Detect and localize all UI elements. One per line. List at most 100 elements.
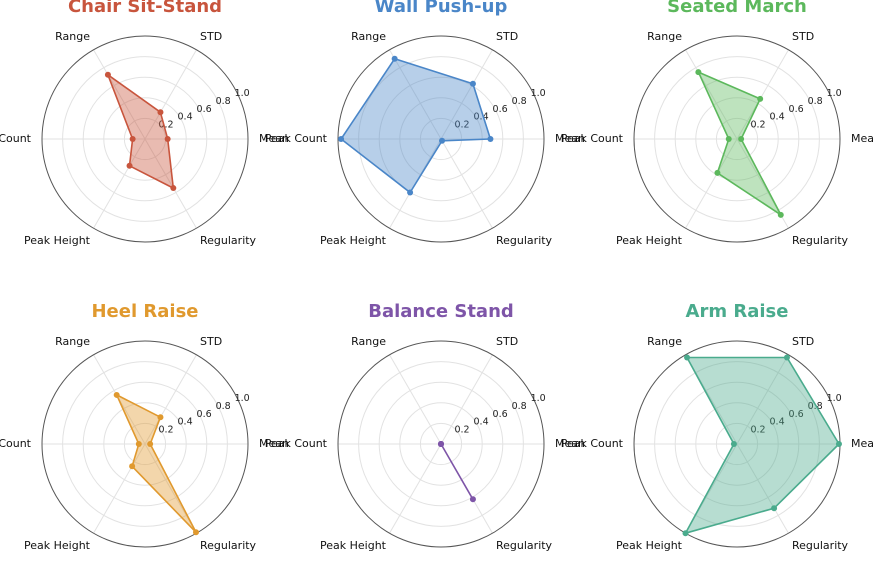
data-point-regularity bbox=[469, 496, 476, 503]
r-tick-label: 0.4 bbox=[770, 417, 785, 428]
series-area-heel-raise bbox=[115, 394, 197, 534]
r-tick-label: 1.0 bbox=[235, 88, 250, 99]
axis-label-std: STD bbox=[496, 335, 518, 348]
chart-title: Heel Raise bbox=[91, 301, 198, 322]
r-tick-label: 0.4 bbox=[474, 417, 489, 428]
data-point-mean bbox=[738, 136, 745, 142]
axis-label-range: Range bbox=[647, 335, 682, 348]
outer-ring bbox=[337, 35, 545, 243]
radar-panel-arm-raise: 0.2 0.4 0.6 0.8 1.0 Mean STD Range Peak Count Pea… bbox=[561, 301, 874, 552]
data-point-range bbox=[695, 69, 702, 76]
axis-label-std: STD bbox=[200, 335, 222, 348]
r-tick-label: 0.2 bbox=[454, 425, 469, 436]
spoke-line bbox=[144, 354, 197, 445]
data-point-std bbox=[757, 95, 764, 102]
axis-label-std: STD bbox=[792, 30, 814, 43]
data-point-range bbox=[684, 354, 691, 361]
spoke-line bbox=[93, 443, 146, 534]
axis-label-range: Range bbox=[647, 30, 682, 43]
axis-label-peak-count: Peak Count bbox=[265, 132, 328, 145]
r-tick-label: 0.2 bbox=[750, 120, 765, 131]
axis-label-peak-height: Peak Height bbox=[24, 234, 91, 247]
axis-label-mean: Mean bbox=[851, 132, 874, 145]
outer-ring bbox=[633, 35, 841, 243]
r-tick-label: 0.6 bbox=[789, 104, 804, 115]
r-tick-label: 0.4 bbox=[770, 112, 785, 123]
chart-title: Seated March bbox=[667, 0, 807, 17]
data-point-mean bbox=[835, 441, 842, 447]
data-point-peak-height bbox=[438, 441, 444, 447]
spoke-line bbox=[93, 138, 146, 229]
spoke-line bbox=[685, 138, 738, 229]
axis-label-regularity: Regularity bbox=[200, 234, 257, 247]
spoke-line bbox=[144, 138, 197, 229]
r-tick-label: 0.2 bbox=[454, 120, 469, 131]
spoke-line bbox=[389, 49, 442, 140]
series-area-wall-push-up bbox=[340, 57, 492, 194]
data-point-std bbox=[157, 414, 164, 421]
axis-label-peak-count: Peak Count bbox=[561, 132, 624, 145]
data-point-regularity bbox=[777, 211, 784, 218]
axis-label-std: STD bbox=[792, 335, 814, 348]
data-point-std bbox=[469, 80, 476, 87]
series-area-arm-raise bbox=[684, 356, 840, 535]
r-tick-label: 0.8 bbox=[512, 96, 527, 107]
radar-panel-wall-push-up: 0.2 0.4 0.6 0.8 1.0 Mean STD Range Peak Count Pea… bbox=[265, 0, 585, 247]
spoke-line bbox=[93, 49, 146, 140]
outer-ring bbox=[41, 35, 249, 243]
data-point-std bbox=[783, 354, 790, 361]
radar-panel-balance-stand: 0.2 0.4 0.6 0.8 1.0 Mean STD Range Peak Count Pea… bbox=[265, 301, 585, 552]
axis-label-peak-count: Peak Count bbox=[0, 437, 32, 450]
axis-label-mean: Mean bbox=[555, 437, 585, 450]
r-tick-label: 0.4 bbox=[178, 112, 193, 123]
outer-ring bbox=[337, 340, 545, 548]
axis-label-std: STD bbox=[496, 30, 518, 43]
r-tick-label: 0.6 bbox=[493, 409, 508, 420]
spoke-line bbox=[736, 49, 789, 140]
r-tick-label: 0.4 bbox=[178, 417, 193, 428]
r-tick-label: 0.4 bbox=[474, 112, 489, 123]
r-tick-label: 0.2 bbox=[750, 425, 765, 436]
data-point-regularity bbox=[771, 505, 778, 512]
data-point-peak-height bbox=[126, 162, 133, 169]
series-area-seated-march bbox=[697, 71, 782, 216]
r-tick-label: 0.8 bbox=[808, 401, 823, 412]
data-point-peak-height bbox=[714, 169, 721, 176]
data-point-regularity bbox=[192, 529, 199, 536]
chart-title: Arm Raise bbox=[686, 301, 789, 322]
axis-label-regularity: Regularity bbox=[792, 539, 849, 552]
spoke-line bbox=[389, 354, 442, 445]
series-area-balance-stand bbox=[440, 443, 474, 501]
data-point-peak-count bbox=[725, 136, 732, 142]
series-area-chair-sit-stand bbox=[107, 74, 175, 189]
axis-label-mean: Mean bbox=[851, 437, 874, 450]
r-tick-label: 1.0 bbox=[827, 393, 842, 404]
r-tick-label: 0.2 bbox=[158, 425, 173, 436]
data-point-peak-height bbox=[407, 189, 414, 196]
axis-label-range: Range bbox=[55, 335, 90, 348]
axis-label-peak-height: Peak Height bbox=[24, 539, 91, 552]
r-tick-label: 0.6 bbox=[197, 409, 212, 420]
data-point-peak-count bbox=[730, 441, 737, 447]
r-tick-label: 0.8 bbox=[512, 401, 527, 412]
data-point-peak-height bbox=[682, 530, 689, 537]
outer-ring bbox=[41, 340, 249, 548]
axis-label-peak-height: Peak Height bbox=[616, 234, 683, 247]
r-tick-label: 0.6 bbox=[197, 104, 212, 115]
r-tick-label: 0.6 bbox=[493, 104, 508, 115]
radar-panel-heel-raise: 0.2 0.4 0.6 0.8 1.0 Mean STD Range Peak Count Pea… bbox=[0, 301, 289, 552]
axis-label-range: Range bbox=[351, 335, 386, 348]
data-point-peak-count bbox=[338, 136, 345, 142]
r-tick-label: 1.0 bbox=[235, 393, 250, 404]
data-point-mean bbox=[164, 136, 171, 142]
data-point-regularity bbox=[439, 137, 446, 144]
r-tick-label: 1.0 bbox=[531, 393, 546, 404]
axis-label-regularity: Regularity bbox=[792, 234, 849, 247]
chart-title: Balance Stand bbox=[368, 301, 514, 322]
spoke-line bbox=[685, 49, 738, 140]
r-tick-label: 0.2 bbox=[158, 120, 173, 131]
axis-label-peak-height: Peak Height bbox=[320, 539, 387, 552]
chart-title: Chair Sit-Stand bbox=[68, 0, 222, 17]
r-tick-label: 1.0 bbox=[827, 88, 842, 99]
